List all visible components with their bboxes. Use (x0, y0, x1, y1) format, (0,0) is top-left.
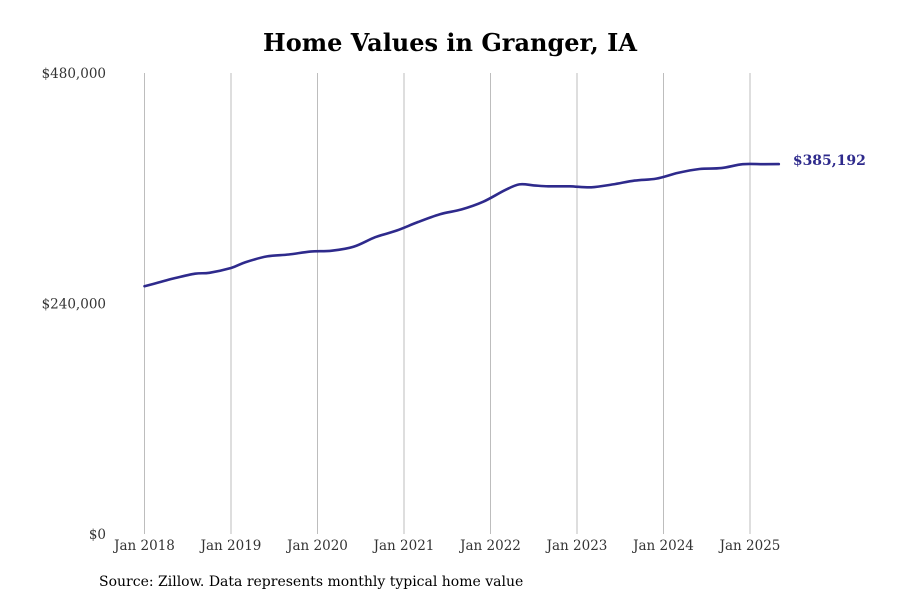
x-tick-label: Jan 2023 (545, 538, 608, 554)
series-line (143, 162, 781, 288)
y-tick-label: $0 (89, 527, 106, 543)
x-tick-label: Jan 2024 (631, 538, 694, 554)
x-tick-label: Jan 2022 (458, 538, 521, 554)
source-note: Source: Zillow. Data represents monthly … (99, 574, 524, 590)
x-tick-label: Jan 2021 (372, 538, 435, 554)
y-tick-label: $480,000 (42, 66, 106, 82)
x-tick-label: Jan 2020 (285, 538, 348, 554)
gridlines (144, 73, 751, 534)
chart-title: Home Values in Granger, IA (263, 28, 637, 57)
end-value-label: $385,192 (793, 153, 866, 169)
x-tick-label: Jan 2025 (718, 538, 781, 554)
x-tick-label: Jan 2019 (199, 538, 262, 554)
y-tick-label: $240,000 (42, 297, 106, 313)
axis-labels: Jan 2018 Jan 2019 Jan 2020 Jan 2021 Jan 2022… (42, 66, 781, 554)
x-tick-label: Jan 2018 (112, 538, 175, 554)
series-layer: $385,192 (143, 153, 866, 288)
